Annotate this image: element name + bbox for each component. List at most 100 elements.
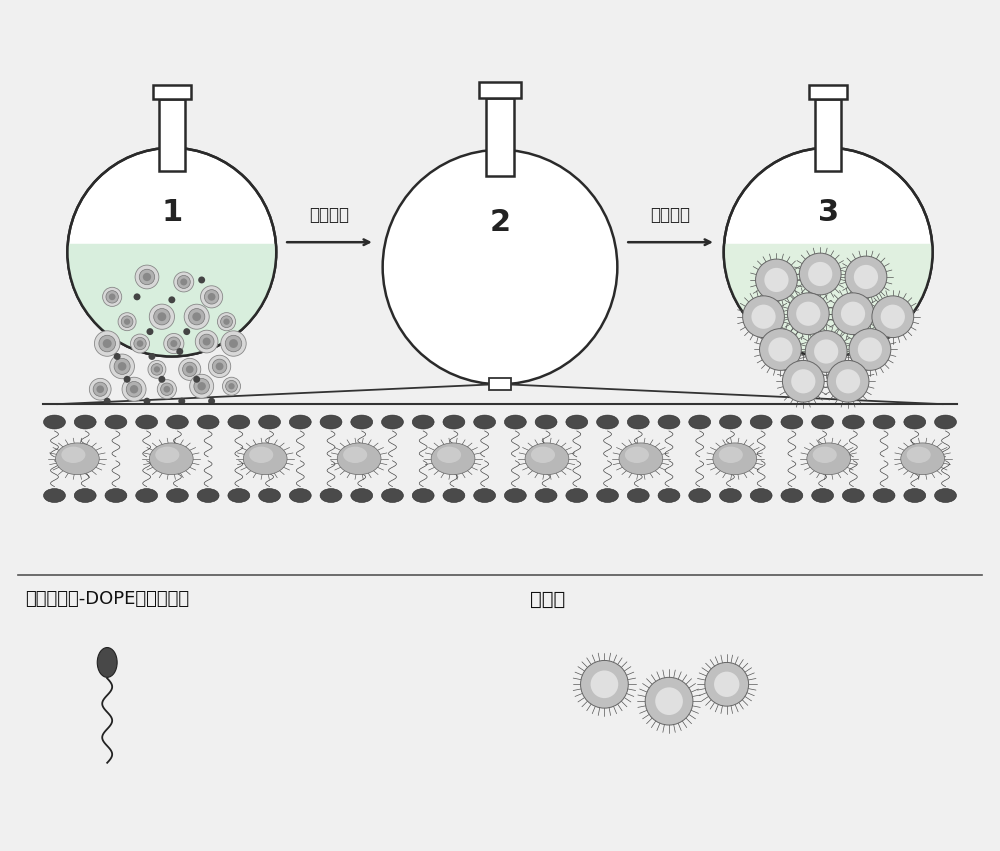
Circle shape bbox=[714, 671, 739, 697]
Ellipse shape bbox=[750, 488, 772, 502]
Ellipse shape bbox=[504, 415, 526, 429]
Circle shape bbox=[148, 361, 166, 379]
Circle shape bbox=[106, 291, 118, 303]
Circle shape bbox=[180, 278, 187, 285]
Circle shape bbox=[178, 397, 185, 404]
Ellipse shape bbox=[504, 488, 526, 502]
Circle shape bbox=[174, 272, 194, 292]
Ellipse shape bbox=[228, 415, 250, 429]
Circle shape bbox=[157, 312, 166, 321]
Ellipse shape bbox=[412, 488, 434, 502]
Text: 光敏剂: 光敏剂 bbox=[530, 590, 565, 609]
Ellipse shape bbox=[412, 415, 434, 429]
Ellipse shape bbox=[627, 488, 649, 502]
Circle shape bbox=[229, 339, 238, 348]
Ellipse shape bbox=[243, 443, 287, 475]
Text: 2: 2 bbox=[489, 208, 511, 237]
Ellipse shape bbox=[907, 447, 931, 463]
Circle shape bbox=[167, 337, 180, 350]
Ellipse shape bbox=[935, 415, 956, 429]
Circle shape bbox=[228, 383, 235, 390]
Ellipse shape bbox=[842, 488, 864, 502]
Circle shape bbox=[110, 354, 134, 379]
Ellipse shape bbox=[474, 415, 496, 429]
Circle shape bbox=[143, 397, 150, 404]
Ellipse shape bbox=[351, 415, 373, 429]
Circle shape bbox=[99, 335, 115, 351]
Ellipse shape bbox=[873, 415, 895, 429]
Ellipse shape bbox=[431, 443, 475, 475]
Ellipse shape bbox=[813, 447, 837, 463]
Circle shape bbox=[93, 382, 107, 397]
Circle shape bbox=[827, 361, 869, 403]
Text: 1: 1 bbox=[161, 198, 182, 227]
Circle shape bbox=[743, 296, 784, 338]
Circle shape bbox=[151, 363, 163, 375]
Circle shape bbox=[222, 377, 241, 395]
Circle shape bbox=[705, 662, 749, 706]
Circle shape bbox=[89, 379, 111, 400]
Ellipse shape bbox=[197, 488, 219, 502]
Circle shape bbox=[177, 276, 190, 288]
Circle shape bbox=[198, 277, 205, 283]
Text: 加水超声: 加水超声 bbox=[651, 206, 691, 225]
Bar bbox=[815, 100, 841, 171]
Circle shape bbox=[204, 289, 219, 304]
Circle shape bbox=[208, 355, 231, 378]
Circle shape bbox=[131, 334, 150, 353]
Ellipse shape bbox=[713, 443, 757, 475]
Circle shape bbox=[161, 383, 173, 396]
Ellipse shape bbox=[337, 443, 381, 475]
Circle shape bbox=[168, 296, 175, 303]
Circle shape bbox=[217, 312, 236, 331]
Ellipse shape bbox=[627, 415, 649, 429]
Text: 3: 3 bbox=[818, 198, 839, 227]
Circle shape bbox=[114, 358, 130, 374]
Circle shape bbox=[192, 312, 201, 321]
Ellipse shape bbox=[105, 415, 127, 429]
Ellipse shape bbox=[474, 488, 496, 502]
Ellipse shape bbox=[535, 415, 557, 429]
Circle shape bbox=[164, 386, 170, 392]
Circle shape bbox=[154, 309, 170, 325]
Bar bbox=[486, 98, 514, 175]
Ellipse shape bbox=[812, 488, 834, 502]
Ellipse shape bbox=[320, 488, 342, 502]
Circle shape bbox=[591, 671, 618, 698]
Circle shape bbox=[67, 148, 276, 357]
Ellipse shape bbox=[259, 415, 281, 429]
Ellipse shape bbox=[689, 415, 711, 429]
Circle shape bbox=[94, 331, 120, 357]
Bar bbox=[809, 85, 847, 100]
Circle shape bbox=[805, 331, 847, 373]
Circle shape bbox=[130, 385, 138, 393]
Circle shape bbox=[201, 286, 223, 308]
Ellipse shape bbox=[44, 488, 65, 502]
Ellipse shape bbox=[689, 488, 711, 502]
Circle shape bbox=[124, 318, 130, 325]
Ellipse shape bbox=[812, 415, 834, 429]
Circle shape bbox=[836, 369, 860, 393]
Circle shape bbox=[872, 296, 914, 338]
Text: 聚马来酸酸-DOPE接枝聚合物: 聚马来酸酸-DOPE接枝聚合物 bbox=[25, 590, 189, 608]
Ellipse shape bbox=[343, 447, 367, 463]
Ellipse shape bbox=[535, 488, 557, 502]
Ellipse shape bbox=[658, 488, 680, 502]
Ellipse shape bbox=[61, 447, 85, 463]
Circle shape bbox=[183, 363, 197, 376]
Bar bbox=[153, 85, 191, 100]
Circle shape bbox=[796, 301, 820, 326]
Ellipse shape bbox=[44, 415, 65, 429]
Circle shape bbox=[799, 253, 841, 294]
Circle shape bbox=[194, 379, 209, 394]
Circle shape bbox=[212, 359, 227, 374]
Circle shape bbox=[881, 305, 905, 328]
Ellipse shape bbox=[228, 488, 250, 502]
Bar bbox=[479, 83, 521, 98]
Circle shape bbox=[134, 337, 146, 350]
Circle shape bbox=[122, 377, 146, 401]
Circle shape bbox=[137, 340, 143, 347]
Circle shape bbox=[787, 293, 829, 334]
Ellipse shape bbox=[55, 443, 99, 475]
Ellipse shape bbox=[74, 415, 96, 429]
